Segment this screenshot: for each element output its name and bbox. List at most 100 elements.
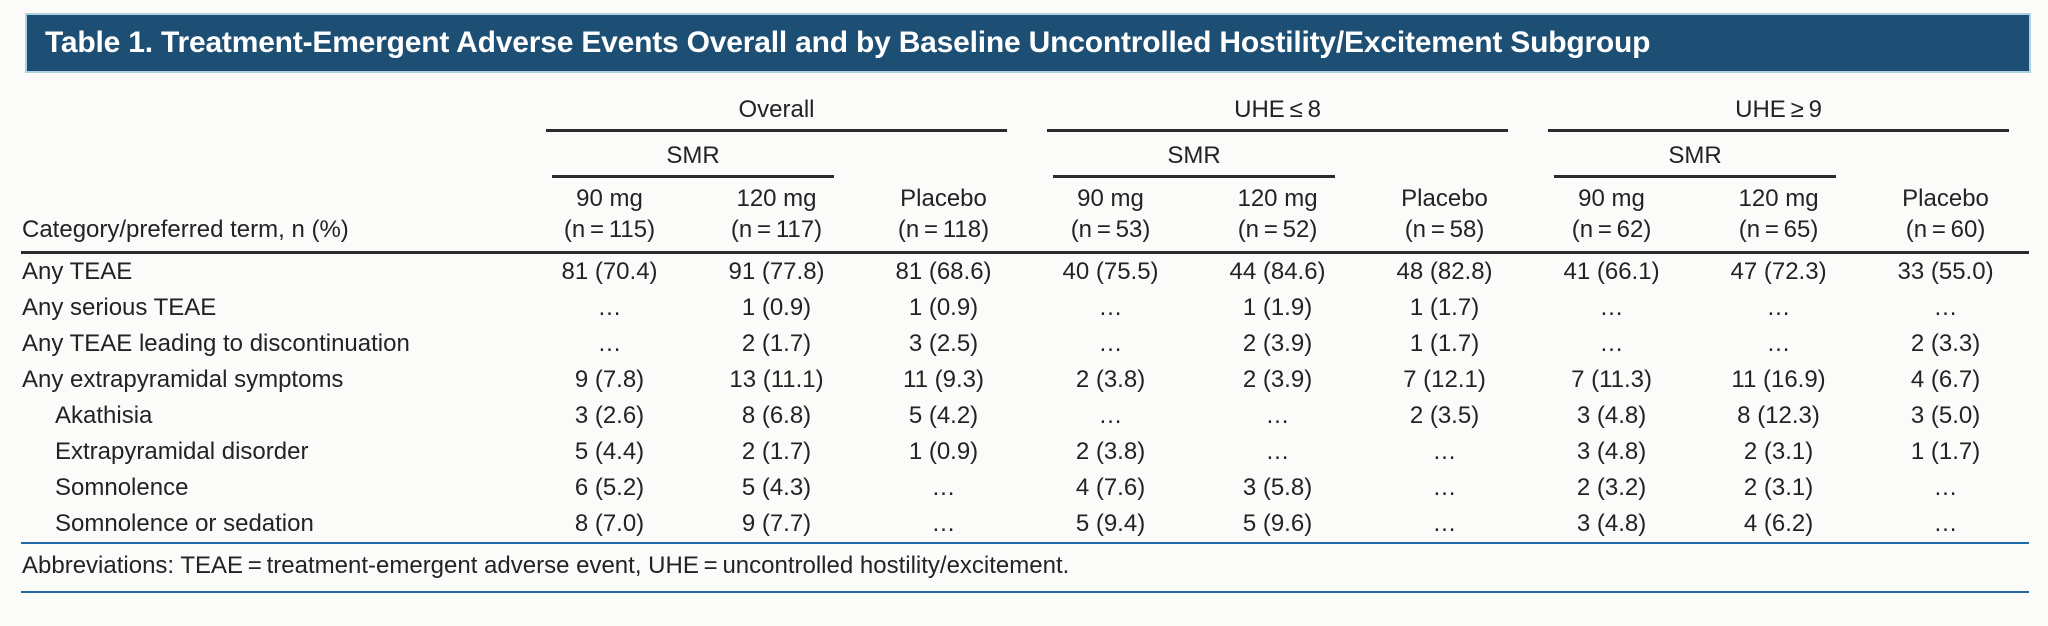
- cell-value: 2 (3.9): [1242, 366, 1313, 393]
- group-label: Overall: [546, 96, 1008, 132]
- cell-value: …: [1933, 474, 1958, 501]
- header-spacer: [21, 86, 526, 132]
- dose-label: 120 mg: [736, 185, 817, 212]
- cell-value: 2 (3.8): [1075, 366, 1146, 393]
- row-label: Akathisia: [55, 402, 153, 429]
- row-label: Somnolence: [55, 474, 189, 501]
- column-header: 90 mg (n = 115): [526, 178, 693, 254]
- cell-value: 2 (3.1): [1743, 474, 1814, 501]
- cell-value: 1 (0.9): [908, 294, 979, 321]
- cell-value: …: [1599, 294, 1624, 321]
- cell-value: …: [1766, 330, 1791, 357]
- dose-label: 90 mg: [576, 185, 643, 212]
- group-header-uhe-le8: UHE ≤ 8: [1027, 86, 1528, 132]
- cell-value: 8 (12.3): [1737, 402, 1820, 429]
- dose-label: Placebo: [900, 185, 987, 212]
- column-header: Placebo (n = 118): [860, 178, 1028, 254]
- cell-value: …: [1098, 330, 1123, 357]
- table-header: Overall UHE ≤ 8 UHE ≥ 9 SMR SMR: [21, 86, 2030, 254]
- group-header-uhe-ge9: UHE ≥ 9: [1528, 86, 2029, 132]
- row-label: Any TEAE: [22, 258, 133, 285]
- cell-value: 3 (4.8): [1576, 438, 1647, 465]
- cell-value: …: [931, 474, 956, 501]
- column-header: 90 mg (n = 62): [1528, 178, 1696, 254]
- table-footer: Abbreviations: TEAE = treatment-emergent…: [21, 543, 2030, 593]
- cell-value: 6 (5.2): [574, 474, 645, 501]
- smr-header-overall: SMR: [526, 132, 860, 178]
- cell-value: 91 (77.8): [728, 258, 825, 285]
- table-body: Any TEAE 81 (70.4) 91 (77.8) 81 (68.6) 4…: [21, 253, 2030, 544]
- cell-value: 1 (1.9): [1242, 294, 1313, 321]
- cell-value: 2 (3.8): [1075, 438, 1146, 465]
- cell-value: 1 (1.7): [1409, 294, 1480, 321]
- n-label: (n = 52): [1237, 216, 1318, 243]
- table-title: Table 1. Treatment-Emergent Adverse Even…: [45, 26, 1651, 59]
- cell-value: 2 (1.7): [741, 330, 812, 357]
- table-title-bar: Table 1. Treatment-Emergent Adverse Even…: [25, 13, 2031, 73]
- cell-value: 4 (6.7): [1910, 366, 1981, 393]
- cell-value: 9 (7.8): [574, 366, 645, 393]
- dose-label: Placebo: [1902, 185, 1989, 212]
- cell-value: 13 (11.1): [729, 366, 824, 393]
- n-label: (n = 115): [563, 216, 656, 243]
- smr-spacer: [1361, 132, 1528, 178]
- smr-header-uhe-le8: SMR: [1027, 132, 1361, 178]
- cell-value: 2 (1.7): [741, 438, 812, 465]
- cell-value: 2 (3.1): [1743, 438, 1814, 465]
- cell-value: 11 (9.3): [903, 366, 984, 393]
- row-label: Somnolence or sedation: [21, 506, 526, 544]
- column-header: Placebo (n = 58): [1361, 178, 1529, 254]
- n-label: (n = 62): [1571, 216, 1652, 243]
- dose-label: 120 mg: [1237, 185, 1318, 212]
- cell-value: 3 (4.8): [1576, 402, 1647, 429]
- table-row: Somnolence 6 (5.2) 5 (4.3) … 4 (7.6) 3 (…: [21, 470, 2029, 506]
- cell-value: …: [1098, 402, 1123, 429]
- cell-value: 1 (0.9): [908, 438, 979, 465]
- cell-value: 5 (4.2): [908, 402, 979, 429]
- cell-value: …: [1265, 402, 1290, 429]
- cell-value: 3 (2.6): [574, 402, 645, 429]
- cell-value: 81 (70.4): [561, 258, 658, 285]
- cell-value: 3 (5.8): [1242, 474, 1313, 501]
- table-row: Any serious TEAE … 1 (0.9) 1 (0.9) … 1 (…: [21, 290, 2029, 326]
- cell-value: 4 (7.6): [1075, 474, 1146, 501]
- subgroup-header-row: SMR SMR SMR: [21, 132, 2029, 178]
- cell-value: 5 (9.4): [1027, 506, 1195, 544]
- header-spacer: [21, 132, 526, 178]
- cell-value: 4 (6.2): [1695, 506, 1863, 544]
- cell-value: …: [1432, 438, 1457, 465]
- cell-value: 2 (3.5): [1409, 402, 1480, 429]
- column-header: 120 mg (n = 52): [1194, 178, 1362, 254]
- cell-value: 8 (7.0): [526, 506, 693, 544]
- cell-value: 1 (1.7): [1910, 438, 1981, 465]
- cell-value: …: [1098, 294, 1123, 321]
- table-row: Any TEAE leading to discontinuation … 2 …: [21, 326, 2029, 362]
- smr-spacer: [1862, 132, 2029, 178]
- cell-value: 2 (3.2): [1576, 474, 1647, 501]
- cell-value: …: [1361, 506, 1529, 544]
- row-label: Any extrapyramidal symptoms: [22, 366, 344, 393]
- cell-value: 48 (82.8): [1396, 258, 1493, 285]
- row-header-label: Category/preferred term, n (%): [21, 178, 526, 254]
- row-label: Any serious TEAE: [22, 294, 217, 321]
- cell-value: 44 (84.6): [1229, 258, 1326, 285]
- cell-value: 33 (55.0): [1897, 258, 1994, 285]
- cell-value: …: [597, 330, 622, 357]
- cell-value: 3 (5.0): [1910, 402, 1981, 429]
- abbreviations-footnote: Abbreviations: TEAE = treatment-emergent…: [21, 543, 2030, 593]
- cell-value: …: [1862, 506, 2030, 544]
- group-header-overall: Overall: [526, 86, 1027, 132]
- cell-value: 3 (4.8): [1528, 506, 1696, 544]
- group-label: UHE ≤ 8: [1047, 96, 1509, 132]
- cell-value: 3 (2.5): [908, 330, 979, 357]
- smr-spacer: [860, 132, 1027, 178]
- cell-value: 40 (75.5): [1062, 258, 1159, 285]
- smr-label: SMR: [1554, 142, 1837, 178]
- footnote-row: Abbreviations: TEAE = treatment-emergent…: [21, 543, 2030, 593]
- group-header-row: Overall UHE ≤ 8 UHE ≥ 9: [21, 86, 2029, 132]
- cell-value: 1 (1.7): [1409, 330, 1480, 357]
- dose-label: Placebo: [1401, 185, 1488, 212]
- smr-label: SMR: [1053, 142, 1336, 178]
- row-label: Extrapyramidal disorder: [55, 438, 309, 465]
